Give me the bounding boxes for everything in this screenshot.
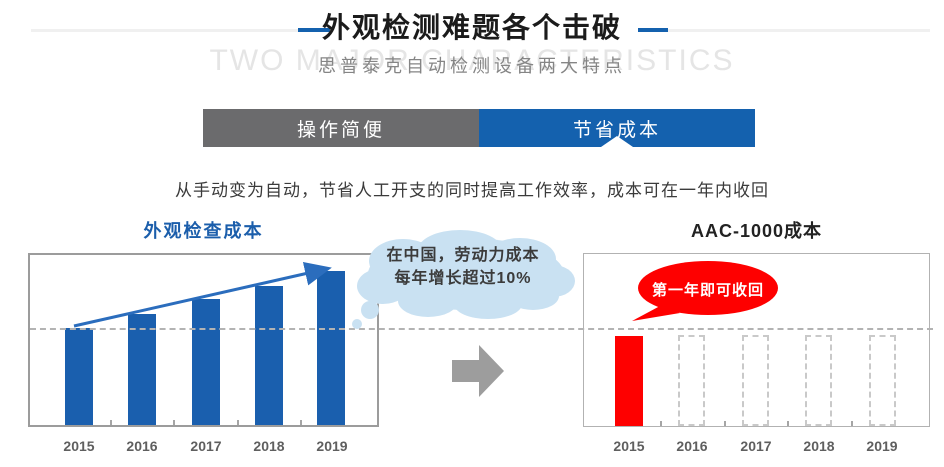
left-xlabel-2016: 2016 [126, 438, 158, 454]
left-xlabel-2017: 2017 [190, 438, 222, 454]
page-title: 外观检测难题各个击破 [321, 12, 622, 43]
trend-arrow-icon [73, 261, 332, 328]
bar-2017-placeholder [742, 335, 769, 426]
tab-cost-saving[interactable]: 节省成本 [479, 109, 755, 147]
axis-tick [787, 421, 789, 426]
right-xlabel-2019: 2019 [866, 438, 898, 454]
axis-tick [173, 420, 175, 425]
bar-2018-placeholder [805, 335, 832, 426]
section-description: 从手动变为自动，节省人工开支的同时提高工作效率，成本可在一年内收回 [175, 181, 769, 200]
title-rule-right [668, 29, 930, 32]
bar-2016-placeholder [678, 335, 705, 426]
bar-2018 [255, 286, 283, 425]
right-xlabel-2018: 2018 [803, 438, 835, 454]
left-xlabel-2015: 2015 [63, 438, 95, 454]
payback-callout: 第一年即可收回 [620, 258, 785, 328]
bar-2015 [65, 328, 93, 425]
axis-tick [851, 421, 853, 426]
transition-arrow-icon [452, 345, 504, 397]
bar-2017 [192, 299, 220, 425]
axis-tick [110, 420, 112, 425]
right-chart [583, 253, 930, 427]
right-xlabel-2015: 2015 [613, 438, 645, 454]
cloud-note-line1: 在中国，劳动力成本 [386, 247, 540, 264]
cloud-note: 在中国，劳动力成本 每年增长超过10% [348, 226, 578, 334]
axis-tick [660, 421, 662, 426]
left-chart [28, 253, 379, 427]
axis-tick [237, 420, 239, 425]
left-chart-title: 外观检查成本 [143, 221, 264, 241]
page-subtitle: 思普泰克自动检测设备两大特点 [318, 56, 626, 76]
active-tab-notch-icon [601, 136, 633, 147]
bar-2019 [317, 271, 345, 425]
tab-easy-operation-label: 操作简便 [296, 119, 385, 141]
title-rule-left [31, 29, 298, 32]
bar-2015-red [615, 336, 643, 426]
bar-2019-placeholder [869, 335, 896, 426]
bar-2016 [128, 314, 156, 425]
tab-easy-operation[interactable]: 操作简便 [203, 109, 479, 147]
cloud-note-line2: 每年增长超过10% [394, 270, 532, 287]
title-dash-right [638, 28, 668, 32]
cloud-icon [352, 230, 575, 329]
right-chart-title: AAC-1000成本 [690, 221, 823, 241]
reference-dashed-line [30, 328, 933, 330]
cloud-note-text: 在中国，劳动力成本 每年增长超过10% [356, 244, 570, 290]
watermark-text: TWO MAJOR CHARACTERISTICS [209, 44, 735, 77]
left-xlabel-2019: 2019 [316, 438, 348, 454]
tab-cost-saving-label: 节省成本 [572, 119, 661, 141]
speech-bubble-icon [632, 261, 778, 321]
title-dash-left [298, 28, 330, 32]
right-xlabel-2016: 2016 [676, 438, 708, 454]
axis-tick [724, 421, 726, 426]
axis-tick [300, 420, 302, 425]
left-xlabel-2018: 2018 [253, 438, 285, 454]
right-xlabel-2017: 2017 [740, 438, 772, 454]
payback-callout-text: 第一年即可收回 [651, 282, 764, 299]
